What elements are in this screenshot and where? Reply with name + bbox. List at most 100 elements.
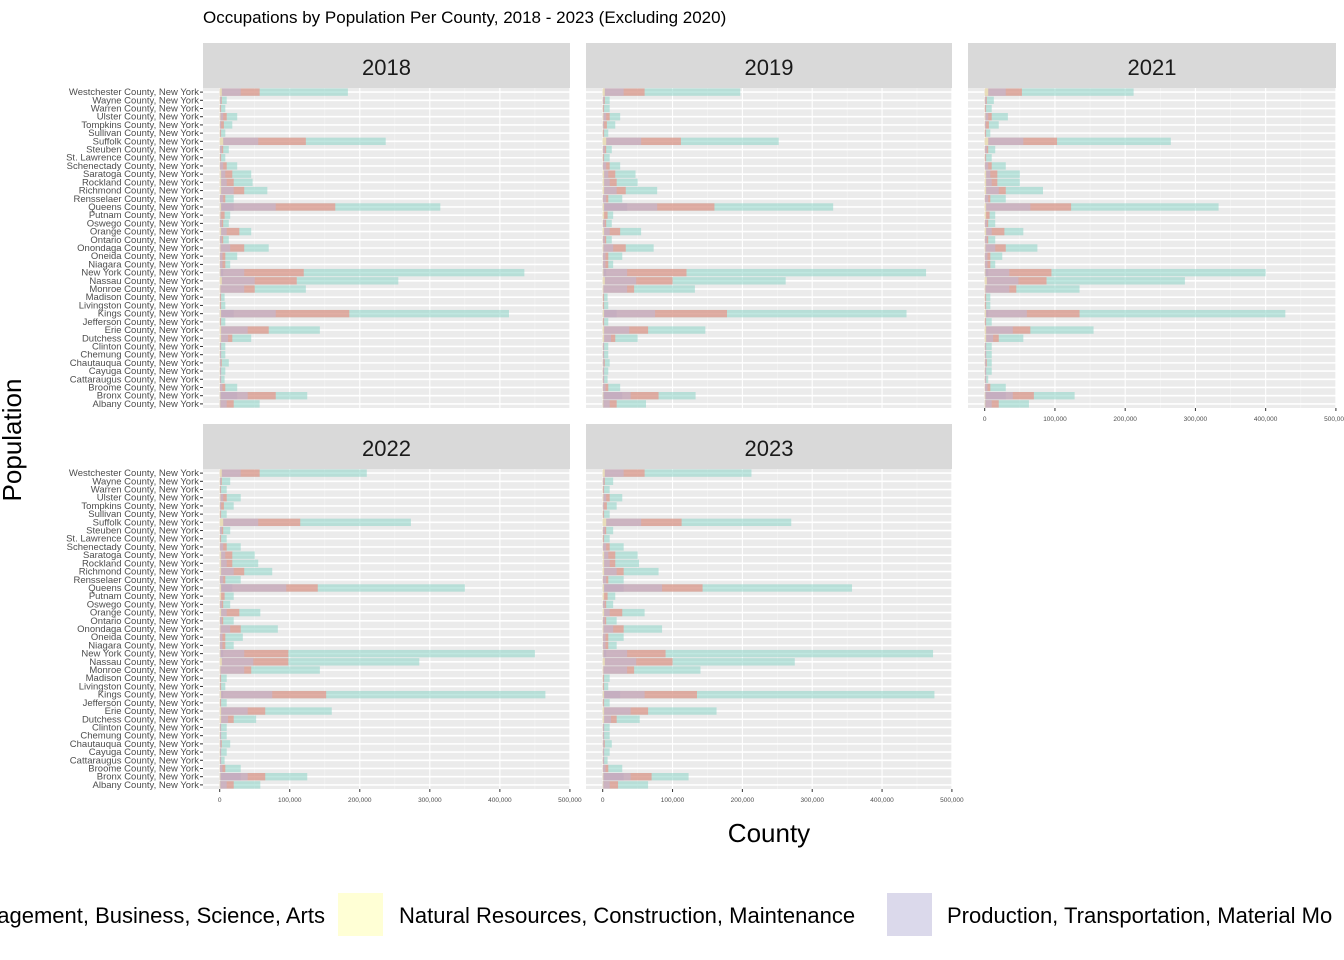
bar-segment-management xyxy=(602,375,608,383)
bar-segment-production xyxy=(219,342,222,351)
bar-Richmond County, New York xyxy=(984,186,1043,195)
bar-Albany County, New York xyxy=(219,400,260,408)
bar-segment-management xyxy=(602,731,610,740)
bar-Broome County, New York xyxy=(602,383,621,392)
y-axis-title: Population xyxy=(0,379,27,502)
bar-segment-production xyxy=(602,219,605,228)
bar-Niagara County, New York xyxy=(984,260,996,269)
y-tick-label: Suffolk County, New York xyxy=(93,136,200,147)
bar-segment-production xyxy=(602,551,609,559)
bar-segment-production xyxy=(602,526,605,535)
bar-segment-production xyxy=(219,383,223,392)
bar-segment-production xyxy=(984,178,992,187)
bar-segment-red xyxy=(219,690,327,699)
bar-segment-red xyxy=(219,649,289,658)
bar-segment-management xyxy=(219,342,226,351)
bar-segment-management xyxy=(602,121,616,129)
bar-segment-natural-resources xyxy=(602,690,605,699)
bar-segment-production xyxy=(984,268,1010,277)
bar-segment-management xyxy=(984,309,1286,318)
bar-segment-production xyxy=(984,309,1027,318)
bar-segment-management xyxy=(984,277,1185,285)
bar-segment-management xyxy=(602,584,853,592)
bar-segment-production xyxy=(219,170,226,178)
y-tick-label: Bronx County, New York xyxy=(97,772,200,783)
bar-segment-management xyxy=(984,113,1008,121)
bar-Oswego County, New York xyxy=(219,219,229,228)
bar-segment-management xyxy=(219,756,225,764)
bar-Orange County, New York xyxy=(219,227,252,236)
bar-segment-red xyxy=(984,268,1052,277)
bar-segment-management xyxy=(602,359,610,367)
y-tick-label: Chemung County, New York xyxy=(80,350,199,361)
bar-segment-management xyxy=(219,510,227,518)
bar-segment-production xyxy=(219,137,259,146)
bar-Orange County, New York xyxy=(602,227,642,236)
bar-segment-production xyxy=(219,633,223,641)
bar-segment-production xyxy=(602,518,642,527)
bar-segment-management xyxy=(219,682,226,691)
bar-segment-management xyxy=(984,186,1043,195)
bar-Ulster County, New York xyxy=(602,113,621,121)
bar-segment-management xyxy=(219,383,238,392)
facet-strip-label: 2023 xyxy=(745,436,794,461)
bar-segment-management xyxy=(219,301,226,310)
y-tick-label: Westchester County, New York xyxy=(69,87,199,98)
bar-segment-management xyxy=(219,633,243,641)
bar-segment-management xyxy=(602,293,608,301)
bar-segment-production xyxy=(602,342,605,351)
bar-segment-natural-resources xyxy=(602,666,604,674)
bar-segment-production xyxy=(602,469,624,477)
bar-segment-management xyxy=(602,518,792,527)
bar-segment-management xyxy=(602,129,609,137)
bar-segment-production xyxy=(219,502,222,510)
bar-segment-natural-resources xyxy=(602,170,605,178)
bar-segment-management xyxy=(219,485,227,494)
bar-segment-production xyxy=(984,277,1019,285)
bar-Ontario County, New York xyxy=(984,236,996,244)
bar-segment-management xyxy=(219,178,253,187)
bar-Jefferson County, New York xyxy=(602,699,610,707)
bar-Steuben County, New York xyxy=(219,145,229,154)
bar-segment-production xyxy=(602,227,610,236)
bar-segment-management xyxy=(602,96,610,104)
bar-Wayne County, New York xyxy=(602,477,614,485)
bar-segment-production xyxy=(219,469,241,477)
bar-segment-production xyxy=(602,96,605,104)
bar-Richmond County, New York xyxy=(602,186,658,195)
bar-segment-natural-resources xyxy=(602,592,605,600)
bar-segment-red xyxy=(602,227,621,236)
bar-segment-natural-resources xyxy=(219,518,224,527)
y-tick-label: Chautauqua County, New York xyxy=(70,739,199,750)
bar-segment-production xyxy=(602,186,617,195)
bar-segment-red xyxy=(602,551,616,559)
bar-segment-production xyxy=(219,707,248,715)
bar-Clinton County, New York xyxy=(219,723,227,732)
bar-segment-production xyxy=(219,748,222,756)
y-tick-label: Schenectady County, New York xyxy=(67,161,200,172)
bar-segment-natural-resources xyxy=(984,400,986,408)
bar-Suffolk County, New York xyxy=(219,518,411,527)
bar-segment-production xyxy=(219,219,222,228)
bar-segment-production xyxy=(219,260,223,269)
bar-Rockland County, New York xyxy=(984,178,1020,187)
bar-Westchester County, New York xyxy=(602,469,752,477)
bar-segment-management xyxy=(602,227,642,236)
x-tick-label: 100,000 xyxy=(1043,416,1067,423)
bar-segment-production xyxy=(219,773,248,781)
bar-Ontario County, New York xyxy=(219,236,229,244)
bar-segment-natural-resources xyxy=(219,707,222,715)
x-tick-label: 0 xyxy=(218,797,222,804)
bar-segment-red xyxy=(984,170,998,178)
x-tick-label: 400,000 xyxy=(870,797,894,804)
bar-segment-natural-resources xyxy=(602,494,604,502)
bar-segment-production xyxy=(602,170,609,178)
y-tick-label: Monroe County, New York xyxy=(89,665,199,676)
bar-segment-management xyxy=(219,576,241,584)
bar-New York County, New York xyxy=(602,268,927,277)
y-tick-label: Nassau County, New York xyxy=(89,657,199,668)
bar-segment-management xyxy=(984,359,992,367)
bar-Albany County, New York xyxy=(984,400,1029,408)
